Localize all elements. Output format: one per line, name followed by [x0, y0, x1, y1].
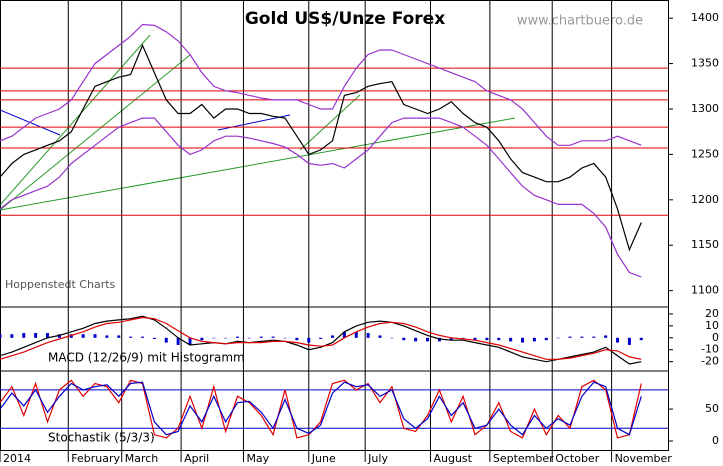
series-line: [0, 379, 642, 439]
series-line: [0, 117, 642, 278]
histogram-bar: [485, 337, 489, 341]
histogram-bar: [164, 337, 168, 343]
histogram-bar: [117, 335, 121, 338]
histogram-bar: [532, 337, 536, 342]
y-tick-label: 1150: [691, 238, 719, 251]
histogram-bar: [592, 336, 596, 338]
histogram-bar: [627, 337, 631, 345]
histogram-bar: [556, 337, 560, 339]
histogram-bar: [509, 337, 513, 342]
chart-title: Gold US$/Unze Forex: [245, 9, 445, 29]
histogram-bar: [212, 337, 216, 339]
histogram-bar: [366, 333, 370, 338]
histogram-bar: [319, 337, 323, 339]
y-tick-label: -20: [701, 355, 719, 368]
credit: Hoppenstedt Charts: [5, 278, 116, 291]
histogram-bar: [497, 337, 501, 341]
histogram-bar: [295, 337, 299, 341]
histogram-bar: [93, 334, 97, 338]
histogram-bar: [521, 337, 525, 343]
y-tick-label: 20: [705, 307, 719, 320]
series-line: [0, 43, 642, 252]
y-tick-label: 0: [712, 434, 719, 447]
histogram-bar: [616, 337, 620, 343]
histogram-bar: [0, 334, 2, 338]
x-tick-label: July: [367, 452, 388, 465]
trendline: [299, 94, 361, 151]
histogram-bar: [449, 337, 453, 341]
source: www.chartbuero.de: [517, 14, 643, 29]
histogram-bar: [378, 335, 382, 338]
histogram-bar: [34, 333, 38, 338]
x-tick-label: February: [71, 452, 120, 465]
y-tick-label: 1250: [691, 147, 719, 160]
series-line: [0, 315, 642, 365]
plot-frame: [0, 0, 669, 451]
trendline: [0, 34, 151, 206]
histogram-bar: [81, 334, 85, 338]
x-tick-label: June: [311, 452, 336, 465]
y-tick-label: 0: [712, 331, 719, 344]
y-tick-label: 50: [705, 402, 719, 415]
histogram-bar: [200, 337, 204, 341]
histogram-bar: [10, 334, 14, 338]
x-tick-label: March: [125, 452, 159, 465]
x-tick-label: 2014: [3, 452, 31, 465]
histogram-bar: [473, 337, 477, 341]
histogram-bar: [46, 333, 50, 338]
histogram-bar: [271, 336, 275, 338]
histogram-bar: [176, 337, 180, 345]
y-tick-label: 1300: [691, 102, 719, 115]
series-line: [0, 23, 642, 146]
x-tick-label: May: [246, 452, 269, 465]
y-tick-label: -10: [701, 343, 719, 356]
trendline: [0, 117, 516, 211]
histogram-bar: [580, 336, 584, 338]
y-tick-label: 1400: [691, 11, 719, 24]
histogram-bar: [390, 337, 394, 339]
histogram-bar: [247, 337, 251, 339]
histogram-bar: [414, 337, 418, 342]
series-line: [0, 381, 642, 436]
histogram-bar: [141, 336, 145, 338]
panel-label: MACD (12/26/9) mit Histogramm: [48, 351, 245, 365]
panel-label: Stochastik (5/3/3): [48, 431, 155, 445]
y-tick-label: 1100: [691, 284, 719, 297]
histogram-bar: [57, 334, 61, 338]
histogram-bar: [604, 335, 608, 338]
histogram-bar: [307, 337, 311, 343]
histogram-bar: [568, 336, 572, 338]
histogram-bar: [105, 335, 109, 338]
x-tick-label: August: [433, 452, 472, 465]
histogram-bar: [236, 336, 240, 338]
series-line: [0, 316, 642, 360]
histogram-bar: [639, 337, 643, 341]
x-tick-label: November: [615, 452, 673, 465]
histogram-bar: [129, 336, 133, 338]
histogram-bar: [354, 331, 358, 338]
histogram-bar: [22, 333, 26, 338]
x-tick-label: October: [555, 452, 599, 465]
histogram-bar: [152, 337, 156, 339]
x-tick-label: April: [184, 452, 209, 465]
histogram-bar: [283, 337, 287, 339]
y-tick-label: 1200: [691, 193, 719, 206]
histogram-bar: [544, 337, 548, 341]
histogram-bar: [342, 331, 346, 338]
x-tick-label: September: [493, 452, 554, 465]
histogram-bar: [331, 335, 335, 338]
histogram-bar: [259, 336, 263, 338]
y-tick-label: 1350: [691, 57, 719, 70]
histogram-bar: [426, 337, 430, 342]
histogram-bar: [402, 337, 406, 341]
histogram-bar: [224, 337, 228, 339]
histogram-bar: [188, 337, 192, 345]
y-tick-label: 10: [705, 319, 719, 332]
